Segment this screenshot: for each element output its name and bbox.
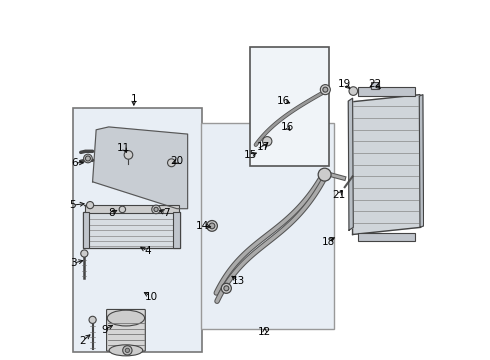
- Polygon shape: [348, 98, 353, 230]
- Text: 3: 3: [70, 258, 77, 268]
- Text: 14: 14: [196, 221, 209, 231]
- Circle shape: [168, 159, 175, 167]
- Circle shape: [87, 202, 94, 209]
- Circle shape: [320, 85, 330, 95]
- Polygon shape: [93, 127, 188, 209]
- Text: 20: 20: [171, 156, 183, 166]
- Text: 16: 16: [281, 122, 294, 132]
- Text: 16: 16: [277, 96, 291, 106]
- Text: 22: 22: [368, 79, 381, 89]
- Text: 19: 19: [338, 79, 351, 89]
- Text: 7: 7: [163, 208, 170, 218]
- Text: 10: 10: [145, 292, 158, 302]
- Bar: [358, 233, 416, 241]
- Bar: [201, 123, 334, 329]
- Circle shape: [125, 348, 129, 352]
- Circle shape: [224, 286, 229, 291]
- Circle shape: [124, 150, 133, 159]
- Circle shape: [152, 205, 160, 214]
- Bar: [85, 205, 179, 213]
- Text: 13: 13: [232, 276, 245, 286]
- Circle shape: [263, 136, 272, 146]
- Bar: [370, 82, 379, 89]
- Text: 8: 8: [108, 208, 115, 218]
- Circle shape: [349, 87, 358, 95]
- Bar: [173, 212, 180, 248]
- Circle shape: [323, 87, 328, 92]
- Circle shape: [122, 346, 132, 355]
- Text: 21: 21: [332, 190, 345, 200]
- Bar: [358, 87, 416, 96]
- Text: 5: 5: [70, 200, 76, 210]
- FancyBboxPatch shape: [107, 310, 146, 351]
- Bar: [83, 212, 89, 248]
- Polygon shape: [419, 95, 423, 227]
- Circle shape: [81, 250, 88, 257]
- Text: 4: 4: [144, 246, 151, 256]
- Text: 12: 12: [258, 327, 271, 337]
- Text: 1: 1: [130, 94, 137, 104]
- Circle shape: [207, 221, 218, 231]
- Text: 6: 6: [72, 158, 78, 168]
- Bar: [73, 108, 202, 352]
- Ellipse shape: [109, 345, 143, 356]
- Bar: [250, 47, 329, 166]
- Text: 11: 11: [117, 143, 130, 153]
- Text: 2: 2: [79, 336, 86, 346]
- Text: 17: 17: [257, 142, 270, 152]
- Circle shape: [119, 206, 125, 213]
- Bar: [83, 212, 180, 248]
- Circle shape: [84, 154, 92, 163]
- Text: 15: 15: [244, 150, 257, 160]
- Circle shape: [154, 207, 158, 212]
- Circle shape: [221, 283, 231, 293]
- Ellipse shape: [107, 310, 145, 326]
- Circle shape: [318, 168, 331, 181]
- Circle shape: [89, 316, 96, 323]
- Text: 18: 18: [321, 237, 335, 247]
- Text: 9: 9: [101, 325, 108, 335]
- Circle shape: [209, 223, 215, 229]
- Polygon shape: [352, 95, 421, 234]
- Circle shape: [85, 156, 91, 161]
